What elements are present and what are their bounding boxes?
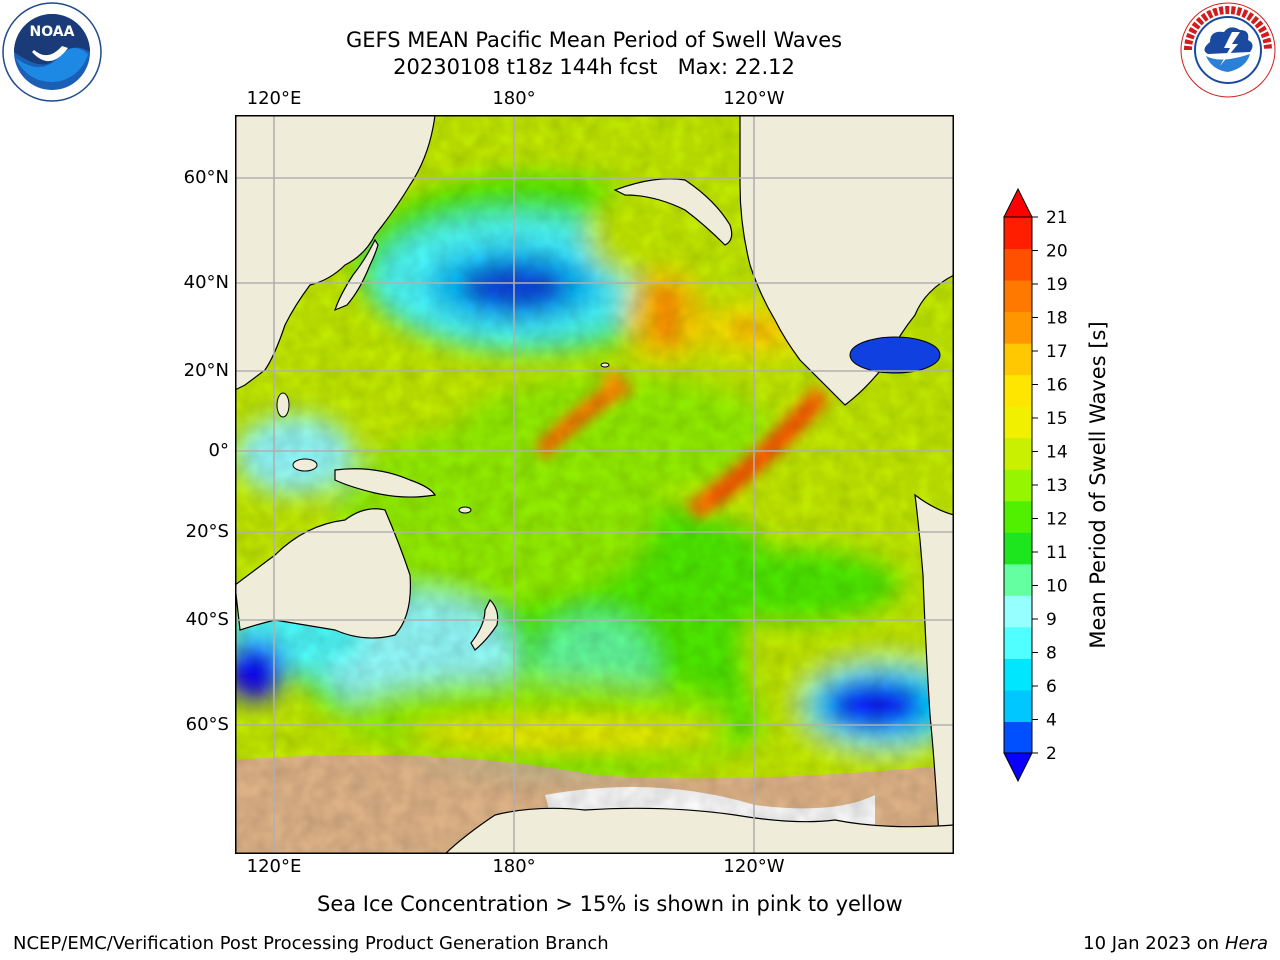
machine-name: Hera [1224,933,1268,954]
colorbar-tick-label: 18 [1046,309,1068,329]
colorbar-tick-label: 16 [1046,376,1068,396]
title-line1: GEFS MEAN Pacific Mean Period of Swell W… [345,28,843,52]
colorbar-label: Mean Period of Swell Waves [s] [1086,321,1110,649]
colorbar-tick-label: 12 [1046,510,1068,530]
lat-label: 60°S [185,714,229,735]
antarctica-land [444,807,954,854]
land-masses [235,115,954,854]
colorbar-segment [1004,374,1032,407]
colorbar-segment [1004,217,1032,250]
colorbar-tick-label: 11 [1046,543,1068,563]
noaa-logo-icon: NOAA [2,2,102,102]
top-lon-label: 180° [492,88,536,109]
bottom-lon-label: 120°W [723,856,785,877]
gulf-of-mexico [849,336,941,374]
colorbar-segment [1004,469,1032,502]
new-guinea-land [334,468,436,498]
colorbar-segment [1004,721,1032,754]
max-value: Max: 22.12 [677,55,795,79]
colorbar-tick-label: 8 [1046,644,1057,664]
colorbar-tick-label: 17 [1046,342,1068,362]
date-stamp: 10 Jan 2023 on Hera [1083,933,1268,954]
lat-label: 0° [208,440,229,461]
map-area [235,115,954,858]
graticule [235,115,954,854]
swell-period-map [235,115,954,854]
north-america-land [739,115,954,406]
colorbar-tick-label: 20 [1046,242,1068,262]
chart-subtitle: 20230108 t18z 144h fcst Max: 22.12 [0,54,1188,80]
colorbar-over-triangle [1003,187,1033,218]
colorbar-segment [1004,595,1032,628]
japan-land [334,238,379,312]
colorbar-tick-label: 6 [1046,677,1057,697]
colorbar-svg: 2 4 6 8 9 10 11 12 13 14 15 16 17 18 19 20 21 [1003,187,1068,783]
islands [276,362,610,514]
colorbar-tick-label: 2 [1046,744,1057,764]
lat-label: 20°S [185,521,229,542]
bottom-lon-label: 180° [492,856,536,877]
lat-label: 20°N [183,360,229,381]
colorbar-tick-label: 13 [1046,476,1068,496]
colorbar-tick-label: 14 [1046,443,1068,463]
colorbar-segment [1004,248,1032,281]
lat-label: 40°N [183,272,229,293]
sea-ice-note: Sea Ice Concentration > 15% is shown in … [317,892,903,916]
colorbar-segment [1004,280,1032,313]
nz-land [470,598,499,651]
lat-label: 40°S [185,609,229,630]
top-lon-label: 120°W [723,88,785,109]
asia-land [235,115,436,391]
colorbar-segment [1004,311,1032,344]
chart-title: GEFS MEAN Pacific Mean Period of Swell W… [0,27,1188,53]
colorbar-tick-label: 10 [1046,577,1068,597]
colorbar-tick-label: 15 [1046,409,1068,429]
colorbar-segment [1004,437,1032,470]
colorbar-segment [1004,532,1032,565]
nws-logo-icon [1180,2,1276,98]
forecast-info: 20230108 t18z 144h fcst [393,55,658,79]
date-text: 10 Jan 2023 on [1083,933,1220,954]
colorbar-tick-label: 19 [1046,275,1068,295]
lat-label: 60°N [183,167,229,188]
colorbar-tick-label: 9 [1046,610,1057,630]
colorbar-segment [1004,406,1032,439]
credit-text: NCEP/EMC/Verification Post Processing Pr… [13,933,609,954]
top-lon-label: 120°E [246,88,302,109]
colorbar-segment [1004,563,1032,596]
colorbar-under-triangle [1003,752,1033,783]
colorbar-tick-label: 21 [1046,208,1068,228]
map-frame [235,115,954,854]
colorbar: 2 4 6 8 9 10 11 12 13 14 15 16 17 18 19 20 21 [998,185,1088,789]
south-america-land [914,493,954,854]
colorbar-tick-label: 4 [1046,711,1057,731]
colorbar-segment [1004,626,1032,659]
colorbar-segment [1004,500,1032,533]
alaska-land [613,178,733,246]
bottom-lon-label: 120°E [246,856,302,877]
colorbar-segment [1004,689,1032,722]
noaa-logo-text: NOAA [30,24,75,40]
colorbar-segment [1004,658,1032,691]
colorbar-segment [1004,343,1032,376]
